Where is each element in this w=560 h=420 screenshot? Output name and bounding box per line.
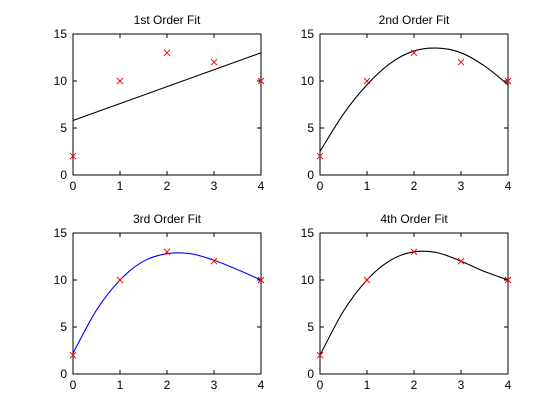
fit-curve xyxy=(319,250,509,356)
x-tick-label: 4 xyxy=(258,378,265,392)
subplot-3rd-order-fit: 3rd Order Fit 0 1 2 3 4 0 5 10 15 xyxy=(54,212,265,392)
fit-curve xyxy=(72,252,262,354)
x-tick-label: 0 xyxy=(70,179,77,193)
x-tick-label: 0 xyxy=(317,378,324,392)
x-tick-label: 2 xyxy=(411,378,418,392)
data-point-marker xyxy=(210,257,218,265)
y-tick-label: 0 xyxy=(307,168,314,182)
y-tick-label: 10 xyxy=(301,74,315,88)
fit-curve xyxy=(72,52,262,121)
y-tick-label: 5 xyxy=(60,320,67,334)
data-point-marker xyxy=(504,77,512,85)
x-tick-label: 2 xyxy=(411,179,418,193)
data-point-marker xyxy=(457,58,465,66)
y-tick-label: 0 xyxy=(307,367,314,381)
x-tick-label: 1 xyxy=(117,378,124,392)
data-point-marker xyxy=(257,77,265,85)
x-tick-label: 3 xyxy=(458,378,465,392)
x-tick-label: 3 xyxy=(458,179,465,193)
y-tick-label: 10 xyxy=(54,74,68,88)
y-tick-label: 0 xyxy=(60,168,67,182)
y-tick-label: 5 xyxy=(307,320,314,334)
data-point-marker xyxy=(257,276,265,284)
x-tick-label: 2 xyxy=(164,378,171,392)
panel-title: 2nd Order Fit xyxy=(379,13,450,27)
data-point-marker xyxy=(363,77,371,85)
y-tick-label: 15 xyxy=(54,27,68,41)
data-point-marker xyxy=(163,49,171,57)
y-tick-label: 15 xyxy=(301,226,315,240)
x-tick-label: 0 xyxy=(317,179,324,193)
x-tick-label: 1 xyxy=(364,378,371,392)
panel-title: 3rd Order Fit xyxy=(133,212,202,226)
y-tick-label: 10 xyxy=(54,273,68,287)
data-point-marker xyxy=(316,152,324,160)
y-tick-label: 0 xyxy=(60,367,67,381)
x-tick-label: 4 xyxy=(505,179,512,193)
y-tick-label: 15 xyxy=(301,27,315,41)
data-point-marker xyxy=(504,276,512,284)
subplot-2nd-order-fit: 2nd Order Fit 0 1 2 3 4 0 5 10 15 xyxy=(301,13,512,193)
x-tick-label: 3 xyxy=(211,378,218,392)
data-point-marker xyxy=(163,248,171,256)
x-tick-label: 0 xyxy=(70,378,77,392)
subplot-4th-order-fit: 4th Order Fit 0 1 2 3 4 0 5 10 15 xyxy=(301,212,512,392)
x-tick-label: 2 xyxy=(164,179,171,193)
y-tick-label: 10 xyxy=(301,273,315,287)
x-tick-label: 4 xyxy=(505,378,512,392)
data-point-marker xyxy=(410,49,418,57)
fit-curve xyxy=(319,47,509,152)
panel-title: 1st Order Fit xyxy=(134,13,201,27)
data-point-marker xyxy=(116,77,124,85)
x-tick-label: 3 xyxy=(211,179,218,193)
data-point-marker xyxy=(116,276,124,284)
axes-box xyxy=(319,33,509,176)
data-point-marker xyxy=(457,257,465,265)
data-point-marker xyxy=(316,351,324,359)
axes-box xyxy=(72,33,262,176)
x-tick-label: 1 xyxy=(364,179,371,193)
x-tick-label: 4 xyxy=(258,179,265,193)
data-point-marker xyxy=(210,58,218,66)
data-point-marker xyxy=(69,351,77,359)
x-tick-label: 1 xyxy=(117,179,124,193)
data-point-marker xyxy=(363,276,371,284)
subplot-1st-order-fit: 1st Order Fit 0 1 2 3 4 0 5 10 15 xyxy=(54,13,265,193)
y-tick-label: 5 xyxy=(307,121,314,135)
y-tick-label: 5 xyxy=(60,121,67,135)
data-point-marker xyxy=(69,152,77,160)
data-point-marker xyxy=(410,248,418,256)
panel-title: 4th Order Fit xyxy=(380,212,448,226)
y-tick-label: 15 xyxy=(54,226,68,240)
